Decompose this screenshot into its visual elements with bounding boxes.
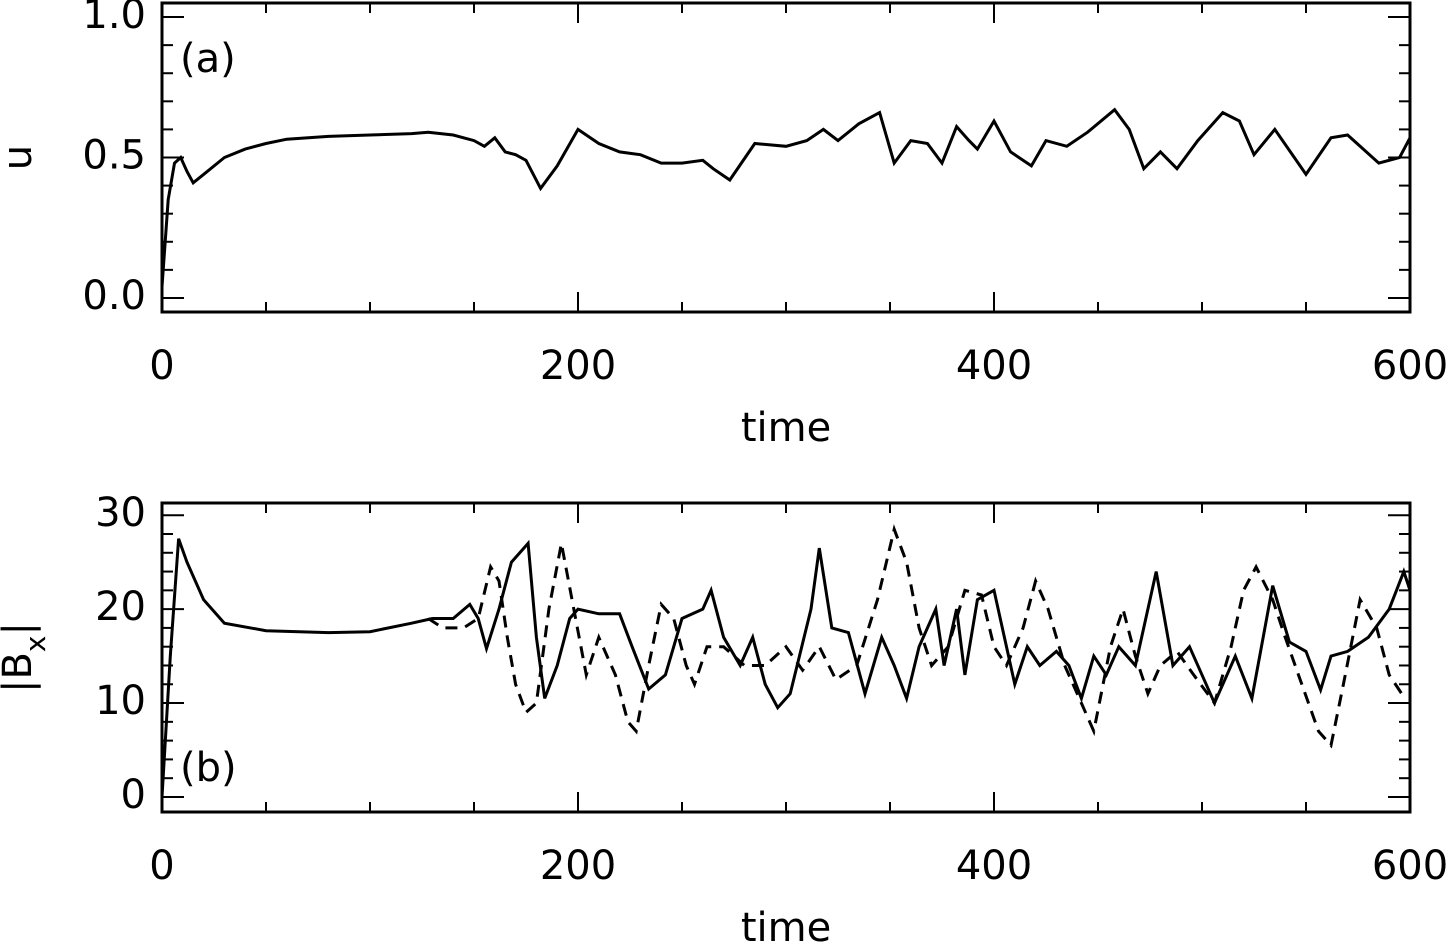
- y-tick-label: 0.5: [82, 133, 146, 179]
- panel-annotation: (b): [180, 745, 237, 791]
- y-tick-label: 0: [121, 772, 146, 818]
- y-axis-label: |Bx|: [0, 622, 52, 693]
- y-axis-label-part: x: [19, 635, 52, 652]
- x-tick-label: 400: [956, 843, 1032, 889]
- x-tick-label: 0: [149, 343, 174, 389]
- y-tick-label: 20: [95, 584, 146, 630]
- data-line: [160, 107, 1412, 287]
- x-tick-label: 600: [1372, 843, 1448, 889]
- y-tick-label: 10: [95, 678, 146, 724]
- y-axis-label-part: |B: [0, 652, 41, 693]
- y-tick-label: 1.0: [82, 0, 146, 38]
- y-tick-label: 30: [95, 490, 146, 536]
- x-axis-label: time: [741, 405, 831, 451]
- x-axis-label: time: [741, 905, 831, 947]
- y-axis-label-part: u: [0, 145, 41, 170]
- x-tick-label: 0: [149, 843, 174, 889]
- y-axis-label-part: |: [0, 622, 41, 635]
- x-tick-label: 600: [1372, 343, 1448, 389]
- panel-annotation: (a): [180, 36, 236, 82]
- x-tick-label: 200: [540, 343, 616, 389]
- y-axis-label: u: [0, 145, 41, 170]
- plot-frame: [160, 1, 1412, 314]
- x-tick-label: 400: [956, 343, 1032, 389]
- y-tick-label: 0.0: [82, 273, 146, 319]
- plot-frame: [160, 501, 1412, 814]
- data-line: [160, 538, 1412, 798]
- x-tick-label: 200: [540, 843, 616, 889]
- data-line: [427, 524, 1403, 749]
